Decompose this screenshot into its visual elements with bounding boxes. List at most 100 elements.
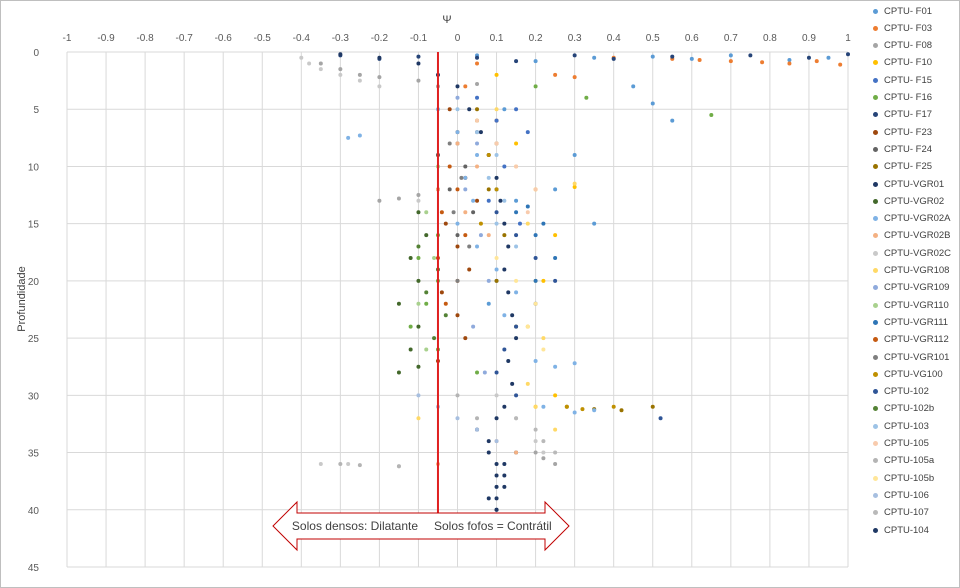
data-point: [572, 410, 577, 415]
legend-item: CPTU-102: [873, 385, 929, 399]
data-point: [814, 59, 819, 64]
data-point: [377, 84, 382, 89]
x-tick-label: 0.8: [763, 33, 777, 44]
data-point: [533, 450, 538, 455]
legend-label: CPTU-VGR112: [884, 334, 949, 346]
data-point: [424, 347, 429, 352]
data-point: [572, 185, 577, 190]
data-point: [541, 450, 546, 455]
data-point: [533, 301, 538, 306]
data-point: [416, 324, 421, 329]
legend-item: CPTU-VGR111: [873, 315, 948, 329]
data-point: [416, 393, 421, 398]
legend-label: CPTU-VGR02B: [884, 230, 951, 242]
data-point: [838, 62, 843, 67]
legend-item: CPTU-VGR110: [873, 298, 949, 312]
data-point: [541, 221, 546, 226]
data-point: [533, 233, 538, 238]
data-point: [463, 84, 468, 89]
data-point: [553, 72, 558, 77]
data-point: [697, 58, 702, 63]
data-point: [416, 54, 421, 59]
data-point: [541, 439, 546, 444]
legend-swatch: [873, 8, 878, 14]
data-point: [338, 52, 343, 57]
data-point: [592, 55, 597, 60]
data-point: [416, 301, 421, 306]
data-point: [514, 290, 519, 295]
legend-swatch: [873, 250, 878, 256]
data-point: [592, 221, 597, 226]
data-point: [689, 56, 694, 61]
data-point: [658, 416, 663, 421]
data-point: [416, 256, 421, 260]
data-point: [498, 198, 503, 203]
data-point: [475, 244, 480, 249]
data-point: [494, 370, 499, 375]
legend-label: CPTU- F24: [884, 143, 933, 155]
x-tick-label: -1: [63, 33, 72, 44]
y-tick-label: 10: [28, 162, 40, 173]
data-point: [760, 60, 765, 65]
x-tick-label: 0.9: [802, 33, 816, 44]
data-point: [572, 361, 577, 366]
data-point: [443, 221, 448, 226]
data-point: [346, 135, 351, 140]
legend-swatch: [873, 389, 878, 395]
legend-label: CPTU-VGR02C: [884, 247, 952, 259]
data-point: [396, 301, 401, 306]
data-point: [553, 364, 558, 369]
data-point: [475, 370, 480, 375]
legend-swatch: [873, 492, 878, 498]
data-point: [467, 107, 472, 112]
data-point: [447, 164, 452, 169]
data-point: [396, 464, 401, 469]
legend-label: CPTU- F08: [884, 40, 933, 52]
legend-swatch: [873, 423, 878, 429]
data-point: [357, 133, 362, 138]
data-point: [486, 496, 491, 501]
data-point: [650, 404, 655, 409]
data-point: [494, 416, 499, 421]
legend-swatch: [873, 164, 878, 170]
data-point: [377, 198, 382, 203]
x-tick-label: 0: [455, 33, 461, 44]
data-point: [424, 301, 429, 306]
data-point: [514, 59, 519, 64]
data-point: [494, 210, 499, 215]
data-point: [416, 278, 421, 283]
data-point: [447, 141, 452, 146]
legend-label: CPTU-104: [884, 524, 929, 536]
data-point: [494, 153, 499, 157]
data-point: [475, 153, 480, 157]
data-point: [463, 164, 468, 169]
data-point: [416, 78, 421, 83]
data-point: [728, 53, 733, 58]
data-point: [494, 107, 499, 112]
legend-item: CPTU-103: [873, 419, 929, 433]
data-point: [650, 101, 655, 106]
data-point: [514, 198, 519, 203]
x-tick-label: -0.1: [410, 33, 428, 44]
annotation-left: Solos densos: Dilatante: [292, 519, 418, 533]
data-point: [486, 198, 491, 203]
legend-label: CPTU-107: [884, 507, 929, 519]
data-point: [494, 221, 499, 226]
data-point: [533, 256, 538, 260]
data-point: [572, 153, 577, 157]
legend-swatch: [873, 354, 878, 360]
y-tick-label: 20: [28, 277, 40, 288]
legend-item: CPTU-106: [873, 488, 929, 502]
data-point: [357, 463, 362, 468]
legend-label: CPTU-VGR110: [884, 299, 949, 311]
legend-swatch: [873, 475, 878, 481]
data-point: [455, 187, 460, 192]
data-point: [494, 118, 499, 123]
legend-swatch: [873, 441, 878, 446]
data-point: [553, 393, 558, 398]
data-point: [502, 221, 507, 226]
data-point: [514, 210, 519, 215]
x-tick-label: 0.2: [529, 33, 543, 44]
data-point: [416, 416, 421, 421]
data-point: [584, 95, 589, 100]
